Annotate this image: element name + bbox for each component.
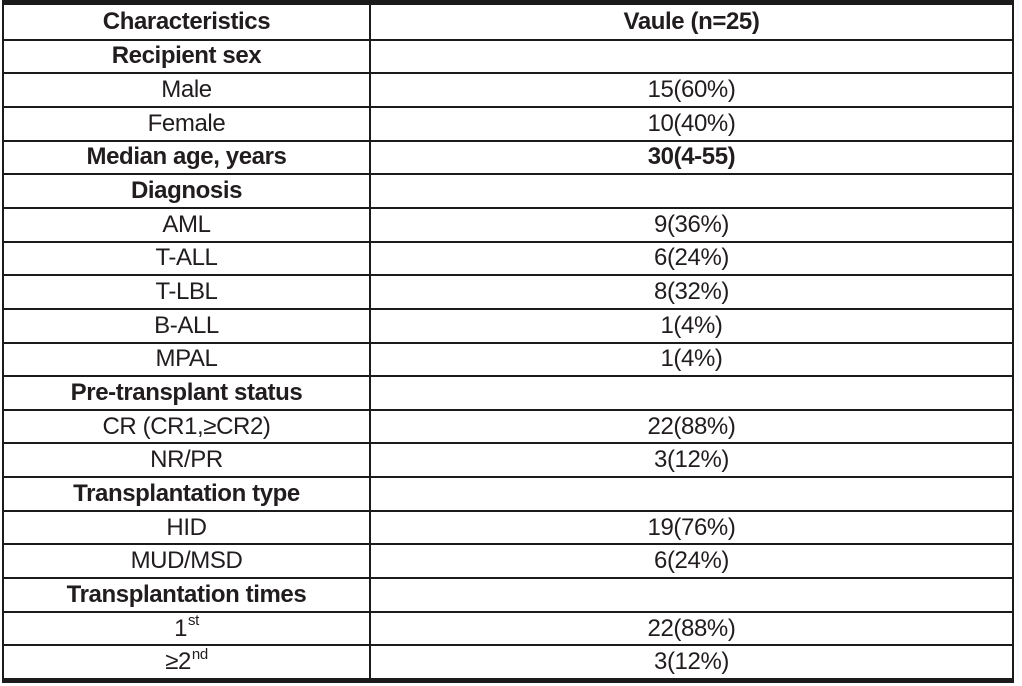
row-label: CR (CR1,≥CR2): [4, 410, 371, 443]
row-value-text: 6(24%): [654, 244, 729, 272]
row-label: NR/PR: [4, 444, 371, 477]
row-label-text: Median age, years: [86, 143, 287, 171]
row-label: Recipient sex: [4, 40, 371, 73]
row-value-text: 6(24%): [654, 547, 729, 575]
table-row: MPAL 1(4%): [4, 341, 1012, 376]
row-value: [371, 377, 1012, 409]
row-label-text: Transplantation times: [66, 580, 307, 608]
table-row: T-ALL 6(24%): [4, 240, 1012, 275]
column-header-value: Vaule (n=25): [371, 5, 1012, 39]
table-row: ≥2 nd 3(12%): [4, 644, 1012, 678]
row-value-text: Vaule (n=25): [623, 7, 760, 35]
section-row: Transplantation times: [4, 577, 1012, 611]
table-row: T-LBL 8(32%): [4, 274, 1012, 308]
row-label: Transplantation times: [4, 579, 371, 611]
section-row: Median age, years 30(4-55): [4, 139, 1012, 174]
row-label-text: Recipient sex: [111, 42, 262, 70]
row-value: 19(76%): [371, 512, 1012, 544]
row-label: MUD/MSD: [4, 545, 371, 578]
table-row: MUD/MSD 6(24%): [4, 543, 1012, 578]
section-row: Diagnosis: [4, 173, 1012, 207]
row-label-text: T-LBL: [155, 278, 218, 306]
row-value: [371, 41, 1012, 73]
row-label-text: 1: [174, 614, 188, 642]
row-label-text: AML: [162, 210, 211, 238]
row-value: 8(32%): [371, 276, 1012, 308]
row-value-text: 3(12%): [654, 446, 729, 474]
row-value: [371, 579, 1012, 611]
row-value-text: 10(40%): [647, 109, 736, 137]
row-label: Diagnosis: [4, 175, 371, 207]
row-label: Male: [4, 74, 371, 106]
table-row: HID 19(76%): [4, 509, 1012, 544]
section-row: Transplantation type: [4, 476, 1012, 510]
row-label-text: T-ALL: [155, 244, 218, 272]
row-label: Median age, years: [4, 141, 371, 174]
table-row: CR (CR1,≥CR2) 22(88%): [4, 408, 1012, 443]
row-label: Transplantation type: [4, 478, 371, 510]
row-label-text: Male: [161, 76, 212, 104]
row-label: HID: [4, 511, 371, 544]
row-value: 1(4%): [371, 310, 1012, 342]
row-label: Pre-transplant status: [4, 377, 371, 409]
row-value: 1(4%): [371, 344, 1012, 376]
row-label-text: Transplantation type: [73, 479, 300, 507]
column-header-characteristics: Characteristics: [4, 5, 371, 39]
table-row: B-ALL 1(4%): [4, 307, 1012, 342]
row-value: 3(12%): [371, 444, 1012, 476]
row-label-superscript: st: [188, 612, 199, 630]
section-row: Pre-transplant status: [4, 375, 1012, 409]
row-label: Female: [4, 107, 371, 140]
row-value-text: 1(4%): [660, 345, 723, 373]
row-value-text: 9(36%): [654, 210, 729, 238]
row-value: 22(88%): [371, 411, 1012, 443]
row-value: 30(4-55): [371, 142, 1012, 174]
table-header-row: Characteristics Vaule (n=25): [4, 5, 1012, 39]
row-label-text: Diagnosis: [130, 177, 243, 205]
row-label-text: CR (CR1,≥CR2): [102, 412, 271, 440]
row-value: 15(60%): [371, 74, 1012, 106]
row-value: 6(24%): [371, 545, 1012, 577]
table-row: Female 10(40%): [4, 105, 1012, 140]
row-value: 10(40%): [371, 108, 1012, 140]
row-value-text: 1(4%): [660, 311, 723, 339]
row-value-text: 30(4-55): [647, 143, 736, 171]
row-value: 3(12%): [371, 646, 1012, 678]
row-value-text: 19(76%): [647, 513, 736, 541]
row-label-text: Characteristics: [102, 7, 271, 35]
row-value: 6(24%): [371, 243, 1012, 275]
table-row: AML 9(36%): [4, 206, 1012, 241]
row-value-text: 8(32%): [654, 278, 729, 306]
row-label-text: Pre-transplant status: [70, 378, 303, 406]
row-label: B-ALL: [4, 309, 371, 342]
section-row: Recipient sex: [4, 38, 1012, 73]
row-label-text: Female: [147, 109, 226, 137]
row-value: 9(36%): [371, 209, 1012, 241]
row-label-text: NR/PR: [150, 446, 223, 474]
row-label: T-LBL: [4, 276, 371, 308]
row-label-text: MUD/MSD: [130, 547, 243, 575]
row-label: T-ALL: [4, 242, 371, 275]
row-label-text: HID: [166, 513, 207, 541]
row-value-text: 22(88%): [647, 412, 736, 440]
row-label-text: B-ALL: [154, 311, 219, 339]
row-value-text: 15(60%): [647, 76, 736, 104]
row-label-superscript: nd: [191, 646, 208, 663]
table-row: NR/PR 3(12%): [4, 442, 1012, 477]
row-label: ≥2 nd: [4, 646, 371, 678]
row-value: [371, 175, 1012, 207]
row-value-text: 22(88%): [647, 614, 736, 642]
row-value-text: 3(12%): [654, 648, 729, 676]
row-label: AML: [4, 208, 371, 241]
row-label-text: ≥2: [165, 648, 191, 676]
row-value: 22(88%): [371, 613, 1012, 645]
row-label-text: MPAL: [155, 345, 218, 373]
row-value: [371, 478, 1012, 510]
row-label: MPAL: [4, 343, 371, 376]
table-row: Male 15(60%): [4, 72, 1012, 106]
